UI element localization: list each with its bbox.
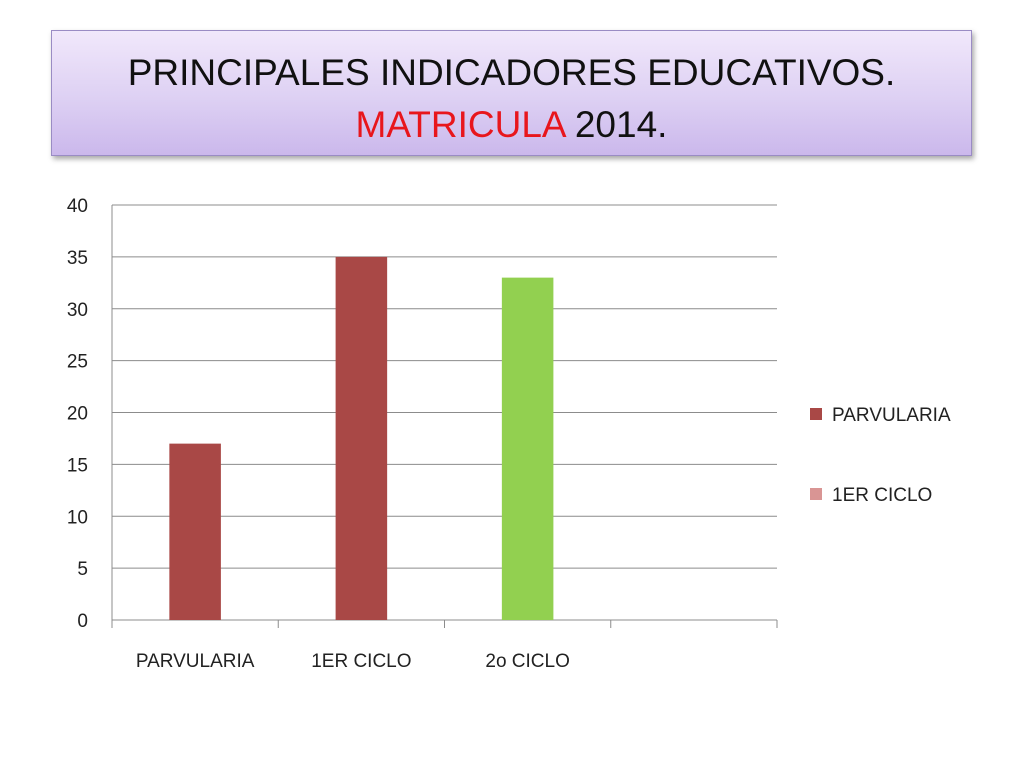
x-tick-label: 2o CICLO bbox=[485, 651, 569, 672]
x-tick-label: 1ER CICLO bbox=[311, 651, 411, 672]
y-tick-label: 30 bbox=[67, 300, 88, 321]
legend-label: 1ER CICLO bbox=[832, 485, 932, 506]
y-tick-label: 40 bbox=[67, 196, 88, 217]
y-tick-label: 20 bbox=[67, 404, 88, 425]
y-tick-label: 15 bbox=[67, 455, 88, 476]
legend-swatch bbox=[810, 488, 822, 500]
y-tick-label: 10 bbox=[67, 507, 88, 528]
title-line-1: PRINCIPALES INDICADORES EDUCATIVOS. bbox=[127, 52, 896, 93]
bar-2 bbox=[335, 256, 388, 620]
title-line-2: MATRICULA 2014. bbox=[52, 99, 971, 151]
y-tick-label: 25 bbox=[67, 352, 88, 373]
y-tick-label: 0 bbox=[77, 611, 88, 632]
bar-1 bbox=[169, 443, 221, 620]
x-tick-label: PARVULARIA bbox=[136, 651, 255, 672]
title-accent: MATRICULA bbox=[355, 104, 565, 145]
bar-3 bbox=[501, 277, 554, 620]
title-year: 2014. bbox=[564, 104, 668, 145]
title-box: PRINCIPALES INDICADORES EDUCATIVOS. MATR… bbox=[51, 30, 972, 156]
y-tick-label: 35 bbox=[67, 248, 88, 269]
legend-label: PARVULARIA bbox=[832, 405, 951, 426]
legend-swatch bbox=[810, 408, 822, 420]
y-tick-label: 5 bbox=[77, 559, 88, 580]
